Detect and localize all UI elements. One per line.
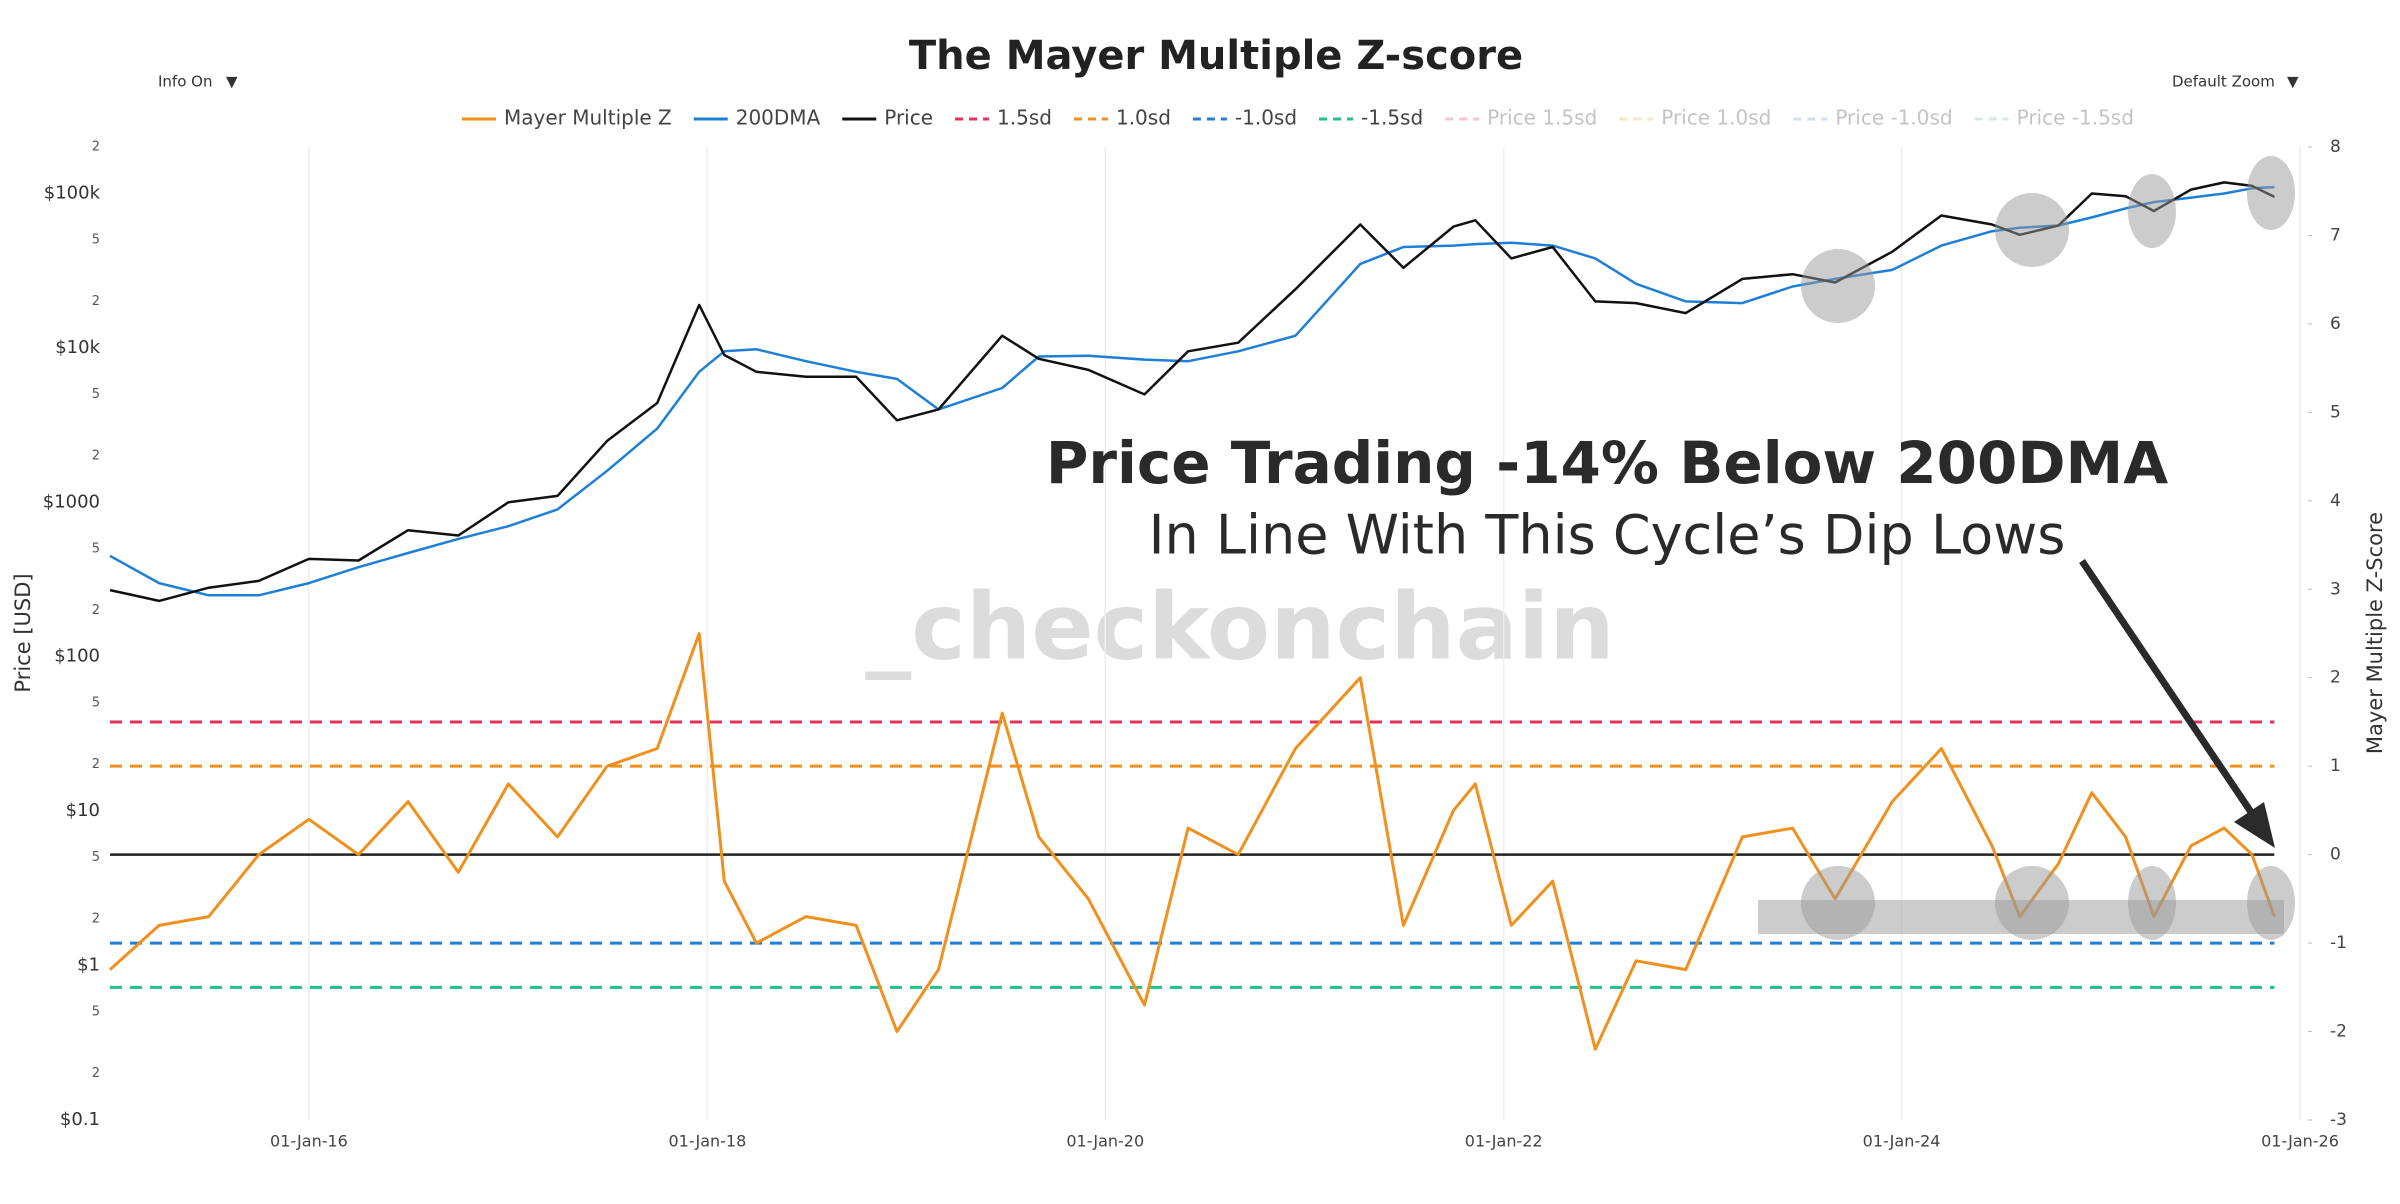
y2-tick-label: 4 bbox=[2330, 491, 2341, 511]
y-tick-label: 2 bbox=[92, 1066, 100, 1081]
y-tick-label: $100 bbox=[54, 646, 100, 667]
circle bbox=[2128, 174, 2176, 248]
legend-item[interactable]: 1.0sd bbox=[1073, 106, 1171, 130]
legend-item[interactable]: -1.0sd bbox=[1192, 106, 1297, 130]
y2-tick-label: -3 bbox=[2330, 1110, 2347, 1130]
zoom-label[interactable]: Default Zoom bbox=[2172, 73, 2275, 91]
y2-tick-label: 0 bbox=[2330, 845, 2341, 865]
circle bbox=[2247, 156, 2295, 230]
x-tick-label: 01-Jan-24 bbox=[1863, 1132, 1941, 1151]
legend-item[interactable]: Price -1.0sd bbox=[1793, 106, 1953, 130]
y-tick-label: 5 bbox=[92, 696, 100, 711]
x-tick-label: 01-Jan-18 bbox=[668, 1132, 746, 1151]
legend-label: 1.0sd bbox=[1116, 106, 1171, 130]
circle bbox=[1801, 249, 1875, 323]
y2-tick-label: 1 bbox=[2330, 756, 2341, 776]
info-label[interactable]: Info On bbox=[158, 73, 212, 91]
zoom-box[interactable] bbox=[2160, 64, 2300, 100]
legend-label: Price bbox=[884, 106, 933, 130]
y-tick-label: 5 bbox=[92, 541, 100, 556]
legend-item[interactable]: 1.5sd bbox=[955, 106, 1052, 130]
legend-label: -1.5sd bbox=[1361, 106, 1423, 130]
legend-item[interactable]: Price 1.5sd bbox=[1445, 106, 1597, 130]
y2-tick-label: -1 bbox=[2330, 933, 2347, 953]
circle bbox=[2247, 866, 2295, 940]
y-tick-label: $10 bbox=[66, 800, 100, 821]
highlights bbox=[1758, 156, 2295, 940]
legend-item[interactable]: Mayer Multiple Z bbox=[462, 106, 672, 130]
y-tick-label: 2 bbox=[92, 294, 100, 309]
legend-label: -1.0sd bbox=[1235, 106, 1297, 130]
y-tick-label: 5 bbox=[92, 232, 100, 247]
legend-item[interactable]: Price -1.5sd bbox=[1974, 106, 2134, 130]
chart-title: The Mayer Multiple Z-score bbox=[909, 33, 1523, 79]
y-tick-label: 5 bbox=[92, 1005, 100, 1020]
legend-item[interactable]: 200DMA bbox=[693, 106, 821, 130]
legend-item[interactable]: Price 1.0sd bbox=[1619, 106, 1771, 130]
annotation-subline: In Line With This Cycle’s Dip Lows bbox=[1149, 504, 2066, 567]
zoom-control[interactable]: Default Zoom ▼ bbox=[2160, 64, 2300, 100]
y-tick-label: 2 bbox=[92, 448, 100, 463]
legend-label: Price 1.0sd bbox=[1661, 106, 1771, 130]
circle bbox=[1995, 193, 2069, 267]
y-tick-label: $100k bbox=[44, 182, 101, 203]
info-control[interactable]: Info On ▼ bbox=[145, 64, 245, 100]
y2-axis-title: Mayer Multiple Z-Score bbox=[2363, 512, 2387, 754]
circle bbox=[1801, 866, 1875, 940]
y-tick-label: 2 bbox=[92, 140, 100, 155]
legend-label: 200DMA bbox=[736, 106, 821, 130]
y2-tick-label: 6 bbox=[2330, 314, 2341, 334]
y2-tick-label: 3 bbox=[2330, 579, 2341, 599]
y-tick-label: $1 bbox=[77, 955, 100, 976]
arrow-head bbox=[2234, 802, 2275, 848]
annotation-headline: Price Trading -14% Below 200DMA bbox=[1046, 429, 2168, 497]
y-tick-label: 2 bbox=[92, 912, 100, 927]
y-tick-label: 2 bbox=[92, 603, 100, 618]
y-tick-label: $10k bbox=[55, 337, 100, 358]
y2-tick-label: 2 bbox=[2330, 668, 2341, 688]
legend-label: Price -1.5sd bbox=[2017, 106, 2134, 130]
circle bbox=[1995, 866, 2069, 940]
y2-tick-label: 8 bbox=[2330, 137, 2341, 157]
y2-tick-label: 5 bbox=[2330, 402, 2341, 422]
y-tick-label: 5 bbox=[92, 387, 100, 402]
x-tick-label: 01-Jan-16 bbox=[270, 1132, 348, 1151]
x-tick-label: 01-Jan-22 bbox=[1465, 1132, 1543, 1151]
y2-tick-label: 7 bbox=[2330, 225, 2341, 245]
x-tick-label: 01-Jan-26 bbox=[2261, 1132, 2339, 1151]
caret: ▼ bbox=[2287, 73, 2299, 91]
legend-label: Price -1.0sd bbox=[1835, 106, 1952, 130]
y-tick-label: $1000 bbox=[43, 491, 100, 512]
arrow-shaft bbox=[2079, 559, 2258, 820]
legend-label: Price 1.5sd bbox=[1487, 106, 1597, 130]
watermark: _checkonchain bbox=[865, 573, 1615, 680]
legend-label: 1.5sd bbox=[997, 106, 1052, 130]
y-axis-title: Price [USD] bbox=[11, 573, 35, 692]
x-tick-label: 01-Jan-20 bbox=[1066, 1132, 1144, 1151]
legend-item[interactable]: -1.5sd bbox=[1319, 106, 1423, 130]
legend-item[interactable]: Price bbox=[842, 106, 933, 130]
circle bbox=[2128, 866, 2176, 940]
info-box[interactable] bbox=[145, 64, 245, 100]
legend: Mayer Multiple Z 200DMA Price 1.5sd 1.0sd -1.… bbox=[462, 106, 2134, 130]
caret: ▼ bbox=[226, 73, 238, 91]
legend-label: Mayer Multiple Z bbox=[504, 106, 672, 130]
y-tick-label: 5 bbox=[92, 850, 100, 865]
y-tick-label: $0.1 bbox=[60, 1109, 100, 1130]
y2-tick-label: -2 bbox=[2330, 1022, 2347, 1042]
y-tick-label: 2 bbox=[92, 757, 100, 772]
